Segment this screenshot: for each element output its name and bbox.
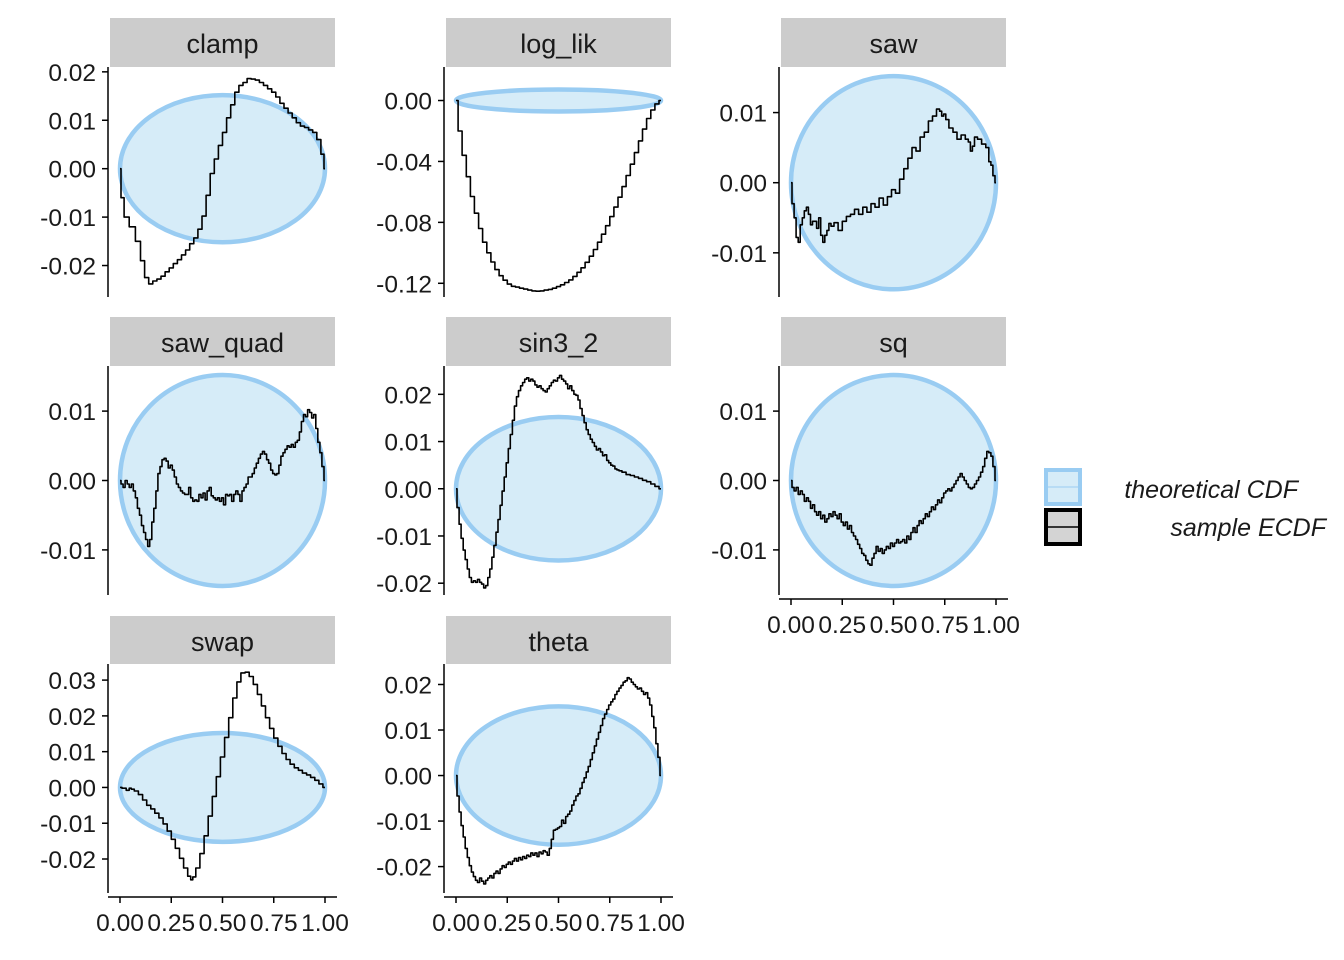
x-tick-label: 0.00 [96, 910, 144, 937]
legend-item-sample-ecdf: sample ECDF [1044, 508, 1328, 546]
y-tick-label: 0.03 [48, 668, 96, 695]
y-tick-label: 0.01 [719, 399, 767, 426]
y-tick-label: 0.00 [384, 89, 432, 116]
x-tick-label: 0.25 [818, 612, 866, 639]
theoretical-cdf-band [117, 730, 328, 845]
sample-ecdf-line [120, 671, 325, 881]
facet-strip-label: swap [191, 627, 254, 657]
facet-panel-saw: saw -0.01 0.00 0.01 [711, 18, 1006, 297]
y-tick-label: -0.02 [376, 855, 432, 882]
y-tick-label: 0.01 [48, 740, 96, 767]
facet-panel-sq: sq-0.010.000.010.00 0.25 0.50 0.75 1.00 [711, 317, 1020, 639]
theoretical-cdf-band [788, 73, 999, 292]
x-tick-label: 0.50 [535, 910, 583, 937]
y-tick-label: 0.00 [719, 469, 767, 496]
y-tick-label: 0.00 [48, 157, 96, 184]
facet-panel-theta: theta-0.02-0.010.000.010.020.00 0.25 0.50 0… [376, 616, 685, 937]
x-tick-label: 0.75 [921, 612, 969, 639]
x-tick-label: 0.00 [767, 612, 815, 639]
facet-strip-swap [110, 616, 335, 664]
facet-strip-label: sq [879, 328, 908, 358]
y-tick-label: -0.04 [376, 149, 432, 176]
sample-ecdf-line [791, 450, 996, 566]
facet-strip-label: theta [528, 627, 589, 657]
facet-strip-saw [781, 18, 1006, 67]
facet-strip-saw-quad [110, 317, 335, 366]
y-tick-label: -0.12 [376, 271, 432, 298]
facet-panel-log-lik: log_lik -0.12 -0.08 -0.04 0.00 [376, 18, 671, 298]
facet-strip-label: saw [869, 29, 918, 59]
legend-item-theoretical-cdf: theoretical CDF [1044, 468, 1300, 506]
x-tick-label: 0.00 [432, 910, 480, 937]
facet-strip-label: sin3_2 [519, 328, 599, 358]
sample-ecdf-line [456, 374, 661, 589]
x-tick-label: 0.50 [870, 612, 918, 639]
facet-panel-swap: swap-0.02-0.010.000.010.020.030.00 0.25 0.… [40, 616, 349, 937]
theoretical-cdf-band [117, 372, 328, 589]
y-tick-label: 0.02 [384, 382, 432, 409]
x-tick-label: 1.00 [972, 612, 1020, 639]
facet-panel-saw-quad: saw_quad -0.01 0.00 0.01 [40, 317, 335, 595]
y-tick-label: -0.01 [40, 811, 96, 838]
legend: theoretical CDF sample ECDF [1044, 468, 1328, 546]
facet-strip-theta [446, 616, 671, 664]
facet-strip-sq [781, 317, 1006, 366]
x-tick-label: 0.75 [586, 910, 634, 937]
theoretical-cdf-band [453, 87, 664, 114]
sample-ecdf-line [120, 77, 325, 285]
y-tick-label: 0.01 [719, 101, 767, 128]
x-tick-label: 1.00 [301, 910, 349, 937]
sample-ecdf-line [791, 108, 996, 244]
y-tick-label: -0.01 [40, 205, 96, 232]
y-tick-label: 0.01 [384, 430, 432, 457]
facet-strip-label: saw_quad [161, 328, 284, 358]
y-tick-label: 0.00 [384, 477, 432, 504]
x-tick-label: 0.25 [483, 910, 531, 937]
y-tick-label: 0.01 [384, 718, 432, 745]
y-tick-label: -0.01 [376, 524, 432, 551]
facet-strip-log-lik [446, 18, 671, 67]
y-tick-label: -0.01 [40, 538, 96, 565]
y-tick-label: 0.00 [48, 775, 96, 802]
y-tick-label: 0.00 [48, 469, 96, 496]
y-tick-label: -0.01 [711, 538, 767, 565]
sample-ecdf-line [120, 408, 325, 548]
facet-strip-sin3-2 [446, 317, 671, 366]
sample-ecdf-line [456, 676, 661, 885]
y-tick-label: -0.08 [376, 210, 432, 237]
y-tick-label: 0.02 [384, 672, 432, 699]
y-tick-label: -0.02 [40, 847, 96, 874]
y-tick-label: 0.00 [719, 171, 767, 198]
x-tick-label: 0.75 [250, 910, 298, 937]
y-tick-label: 0.01 [48, 108, 96, 135]
x-tick-label: 1.00 [637, 910, 685, 937]
y-tick-label: 0.02 [48, 704, 96, 731]
facet-panel-sin3-2: sin3_2 -0.02 -0.01 0.00 0.01 0.02 [376, 317, 671, 598]
y-tick-label: -0.02 [40, 254, 96, 281]
sample-ecdf-line [456, 99, 661, 292]
y-tick-label: 0.00 [384, 764, 432, 791]
theoretical-cdf-band [453, 414, 664, 563]
y-tick-label: -0.01 [711, 241, 767, 268]
facet-panel-clamp: clamp -0.02 -0.01 0.00 0.01 0.02 [40, 18, 335, 297]
theoretical-cdf-band [453, 704, 664, 847]
x-tick-label: 0.50 [199, 910, 247, 937]
facet-panels: clamp -0.02 -0.01 0.00 0.01 0.02 log_lik -0.12 -… [40, 18, 1020, 937]
y-tick-label: 0.02 [48, 60, 96, 87]
legend-label-sample-ecdf: sample ECDF [1170, 514, 1327, 542]
x-tick-label: 0.25 [147, 910, 195, 937]
facet-strip-clamp [110, 18, 335, 67]
facet-strip-label: log_lik [520, 29, 597, 59]
legend-label-theoretical-cdf: theoretical CDF [1124, 476, 1299, 504]
facet-strip-label: clamp [186, 29, 258, 59]
y-tick-label: 0.01 [48, 399, 96, 426]
y-tick-label: -0.02 [376, 571, 432, 598]
y-tick-label: -0.01 [376, 809, 432, 836]
